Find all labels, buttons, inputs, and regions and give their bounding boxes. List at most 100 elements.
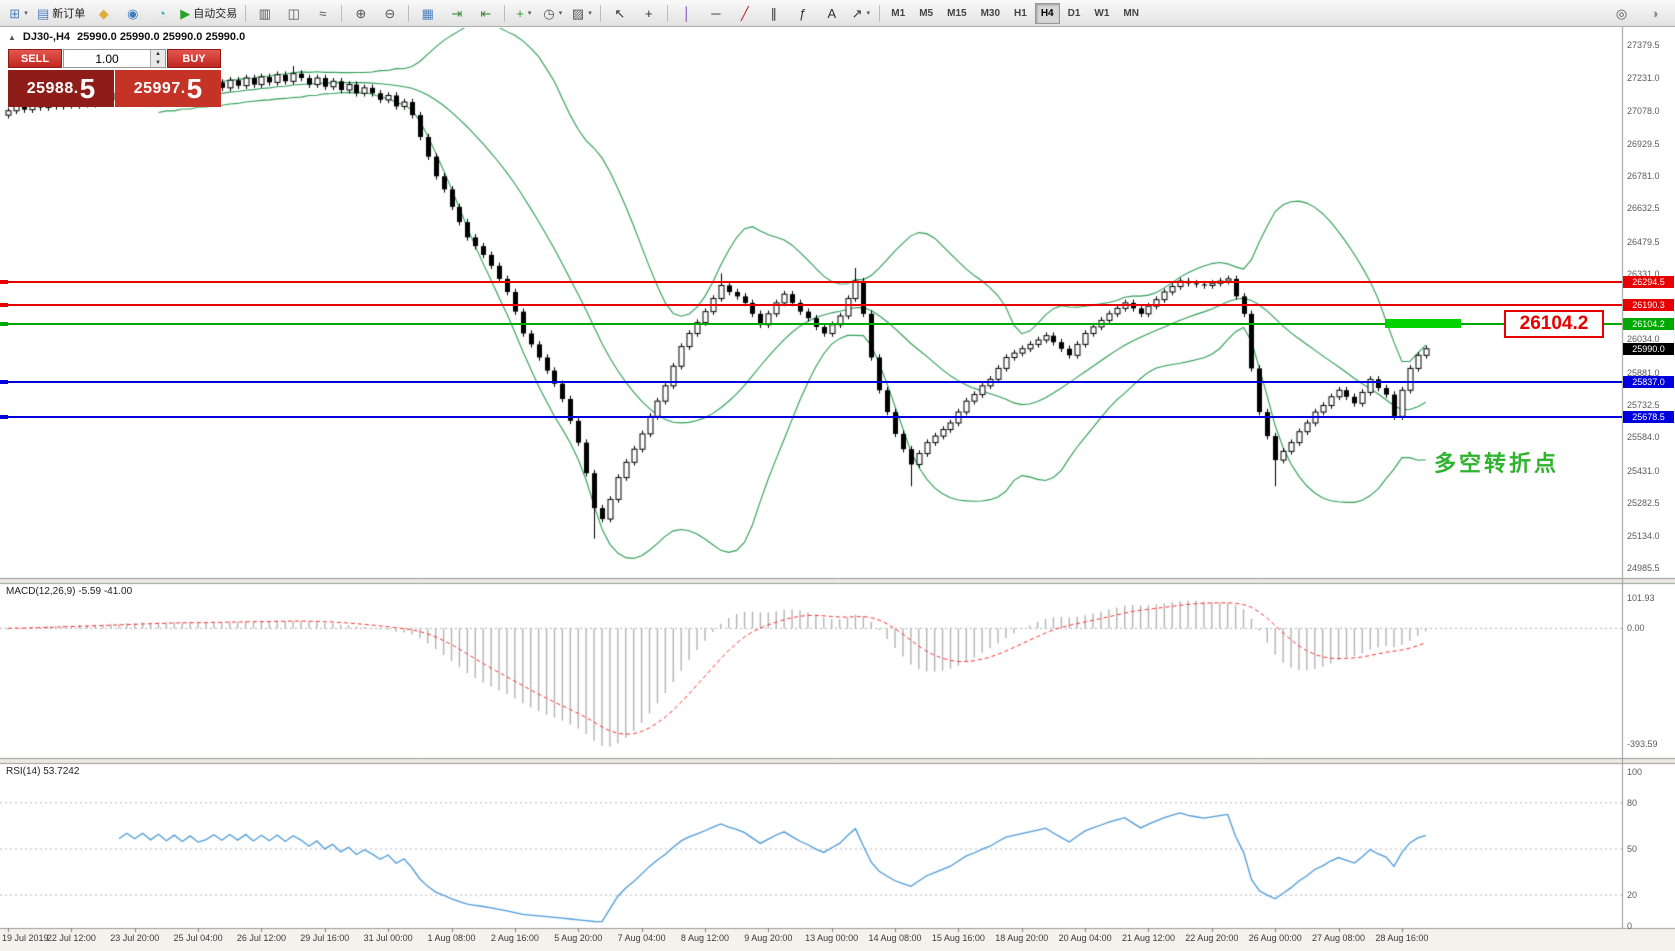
zoom-out-button[interactable]: ⊖	[375, 2, 404, 25]
ohlc-values: 25990.0 25990.0 25990.0 25990.0	[77, 31, 246, 43]
new-order-button-label: 新订单	[52, 8, 86, 20]
templates-button[interactable]: ▨ ▾	[567, 2, 596, 25]
annotation-text[interactable]: 多空转折点	[1434, 451, 1560, 476]
level-highlight-bar[interactable]	[1385, 318, 1461, 328]
channel-button[interactable]: ∥	[759, 2, 788, 25]
periods-icon: ◷	[543, 5, 555, 21]
new-order-icon: ▤	[37, 5, 50, 21]
toolbar-separator	[879, 4, 881, 22]
zoom-in-button[interactable]: ⊕	[346, 2, 375, 25]
text-button[interactable]: A	[817, 2, 846, 25]
metaeditor-button[interactable]: ◆	[89, 2, 118, 25]
market-button[interactable]: ◉	[118, 2, 147, 25]
timeframe-m1[interactable]: M1	[891, 7, 906, 19]
toolbar-separator	[600, 4, 602, 22]
timeframe-m30[interactable]: M30	[980, 7, 1001, 19]
buy-price-display[interactable]: 25997. 5	[115, 70, 221, 107]
toolbar: ⊞ ▾ ▤ 新订单 ◆ ◉ ◔ ▶ 自动交易 ▥ ◫ ≈ ⊕ ⊖ ▦ ⇥ ⇤ + ▾ ◷ ▾ ▨ ▾ ↖ + │ ─ ╱ ∥ ƒ A ↗ ▾ M…	[0, 0, 1675, 27]
chevron-down-icon: ▾	[558, 10, 563, 17]
zoom-in-icon: ⊕	[355, 5, 367, 21]
search-icon[interactable]: ◎	[1607, 2, 1636, 25]
one-click-trading-panel: SELL 1.00 ▲ ▼ BUY 25988. 5 25997. 5	[8, 49, 221, 107]
resistance-line-2[interactable]	[0, 304, 1622, 307]
search-icon: ◎	[1615, 5, 1628, 21]
toolbar-separator	[245, 4, 247, 22]
new-chart-button[interactable]: ⊞ ▾	[4, 2, 33, 25]
refresh-button[interactable]: ◔	[147, 2, 176, 25]
tile-windows-button[interactable]: ▦	[413, 2, 442, 25]
status-icon[interactable]: ◑	[1640, 2, 1669, 25]
horizontal-line-button[interactable]: ─	[701, 2, 730, 25]
arrows-button[interactable]: ↗ ▾	[846, 2, 875, 25]
indicators-icon: +	[516, 5, 524, 21]
toolbar-separator	[504, 4, 506, 22]
rsi-indicator-label: RSI(14) 53.7242	[6, 766, 80, 777]
sell-price-display[interactable]: 25988. 5	[8, 70, 114, 107]
market-icon: ◉	[127, 5, 139, 21]
bar-chart-icon: ▥	[258, 5, 271, 21]
arrows-icon: ↗	[851, 5, 863, 21]
auto-scroll-button[interactable]: ⇥	[442, 2, 471, 25]
crosshair-icon: +	[645, 5, 653, 21]
timeframe-toolbar: M1 M5 M15 M30 H1 H4 D1 W1 MN	[875, 2, 1146, 24]
chevron-down-icon: ▾	[527, 10, 532, 17]
autotrading-button[interactable]: ▶ 自动交易	[176, 2, 241, 25]
cursor-button[interactable]: ↖	[605, 2, 634, 25]
line-chart-icon: ≈	[319, 5, 327, 21]
toolbar-separator	[341, 4, 343, 22]
trendline-button[interactable]: ╱	[730, 2, 759, 25]
chevron-down-icon: ▾	[588, 10, 592, 17]
resistance-line-1[interactable]	[0, 281, 1622, 284]
horizontal-line-icon: ─	[711, 5, 721, 21]
status-icon: ◑	[1650, 5, 1659, 21]
timeframe-h4[interactable]: H4	[1034, 2, 1060, 24]
price-callout[interactable]: 26104.2	[1504, 309, 1604, 338]
toolbar-separator	[408, 4, 410, 22]
macd-indicator-label: MACD(12,26,9) -5.59 -41.00	[6, 586, 133, 597]
chart-shift-button[interactable]: ⇤	[471, 2, 500, 25]
sell-button[interactable]: SELL	[8, 49, 62, 68]
sell-price-big-digit: 5	[79, 72, 96, 104]
fibonacci-button[interactable]: ƒ	[788, 2, 817, 25]
volume-value[interactable]: 1.00	[95, 51, 119, 66]
indicators-button[interactable]: + ▾	[509, 2, 538, 25]
timeframe-d1[interactable]: D1	[1067, 7, 1081, 19]
timeframe-h1[interactable]: H1	[1014, 7, 1027, 19]
buy-price-int: 25997.	[133, 79, 186, 97]
autotrading-icon: ▶	[180, 5, 191, 21]
volume-field[interactable]: 1.00 ▲ ▼	[63, 49, 166, 68]
support-line-1[interactable]	[0, 381, 1622, 384]
volume-down-button[interactable]: ▼	[151, 58, 165, 67]
new-chart-icon: ⊞	[9, 5, 21, 21]
candlestick-chart-button[interactable]: ◫	[279, 2, 308, 25]
support-line-2[interactable]	[0, 415, 1622, 418]
chart-window-icon: ▲	[8, 32, 16, 42]
text-icon: A	[827, 5, 837, 21]
symbol-period-label: DJ30-,H4	[22, 31, 70, 43]
volume-up-button[interactable]: ▲	[151, 50, 165, 59]
buy-price-big-digit: 5	[186, 72, 203, 104]
timeframe-mn[interactable]: MN	[1123, 7, 1139, 19]
buy-button[interactable]: BUY	[167, 49, 221, 68]
candlestick-chart-icon: ◫	[287, 5, 300, 21]
timeframe-m15[interactable]: M15	[947, 7, 967, 19]
chevron-down-icon: ▾	[24, 10, 28, 17]
periods-button[interactable]: ◷ ▾	[538, 2, 567, 25]
bar-chart-button[interactable]: ▥	[250, 2, 279, 25]
toolbar-separator	[667, 4, 669, 22]
metaeditor-icon: ◆	[98, 5, 109, 21]
new-order-button[interactable]: ▤ 新订单	[33, 2, 89, 25]
autotrading-button-label: 自动交易	[193, 8, 238, 20]
crosshair-button[interactable]: +	[634, 2, 663, 25]
line-chart-button[interactable]: ≈	[308, 2, 337, 25]
pivot-line[interactable]	[0, 322, 1622, 325]
timeframe-w1[interactable]: W1	[1094, 7, 1110, 19]
fibonacci-icon: ƒ	[799, 5, 807, 21]
templates-icon: ▨	[571, 5, 585, 21]
toolbar-right: ◎ ◑	[1607, 2, 1671, 25]
vertical-line-button[interactable]: │	[672, 2, 701, 25]
timeframe-m5[interactable]: M5	[919, 7, 934, 19]
sell-price-int: 25988.	[26, 79, 79, 97]
